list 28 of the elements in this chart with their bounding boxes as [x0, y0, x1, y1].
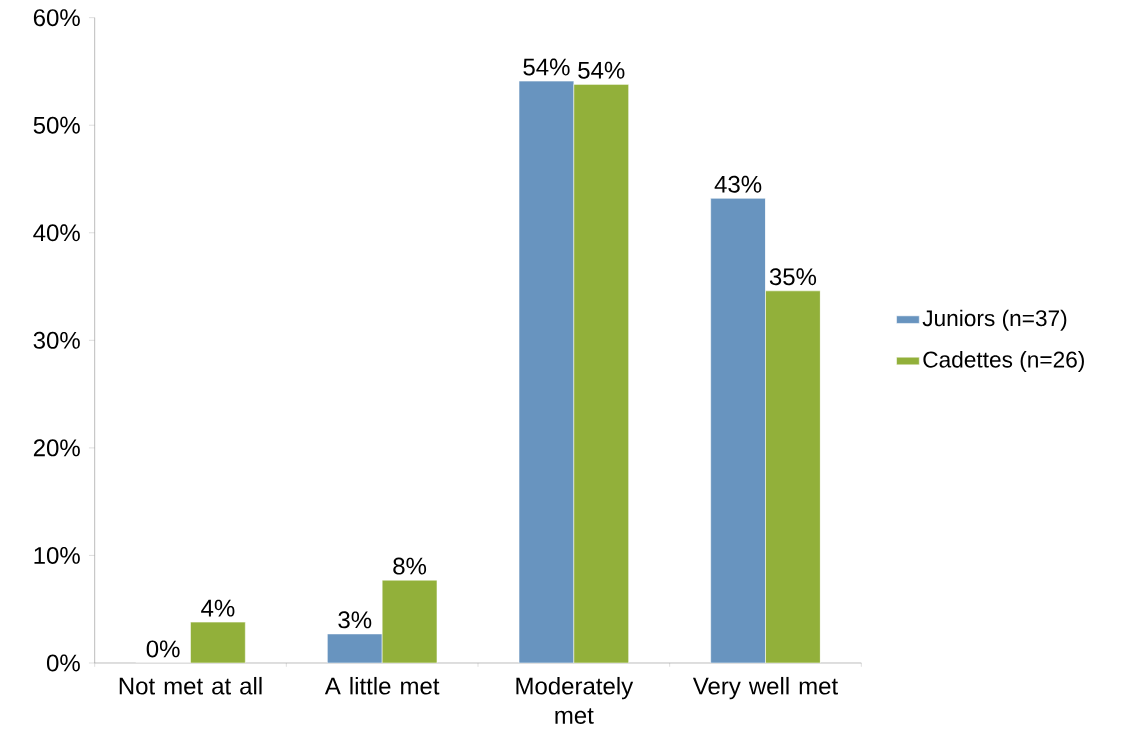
data-label: 35% [769, 268, 817, 286]
data-label: 54% [578, 61, 625, 79]
bar [573, 84, 629, 663]
bar [710, 198, 766, 663]
x-tick-label: Moderately met [516, 676, 634, 724]
y-tick-label: 30% [33, 331, 80, 349]
y-tick-label: 40% [33, 224, 80, 242]
data-label: 54% [523, 58, 570, 76]
x-tick-label: Very well met [692, 676, 838, 700]
bar [327, 633, 383, 663]
data-label: 3% [338, 611, 372, 629]
y-tick-label: 10% [34, 546, 80, 564]
bar [381, 579, 438, 663]
data-label: 4% [201, 599, 235, 617]
bar [765, 290, 821, 663]
y-tick-label: 60% [33, 9, 80, 27]
bar [518, 80, 575, 663]
data-label: 8% [393, 557, 427, 575]
legend-label: Juniors (n=37) [922, 309, 1067, 331]
x-tick-label: A little met [324, 676, 440, 695]
y-tick-label: 20% [33, 439, 80, 457]
x-tick-label: Not met at all [119, 676, 262, 695]
y-tick-label: 0% [46, 654, 80, 672]
legend-label: Cadettes (n=26) [923, 351, 1084, 373]
data-label: 43% [714, 175, 762, 193]
data-label: 0% [146, 640, 180, 658]
y-tick-label: 50% [33, 116, 80, 134]
bar [190, 621, 246, 663]
